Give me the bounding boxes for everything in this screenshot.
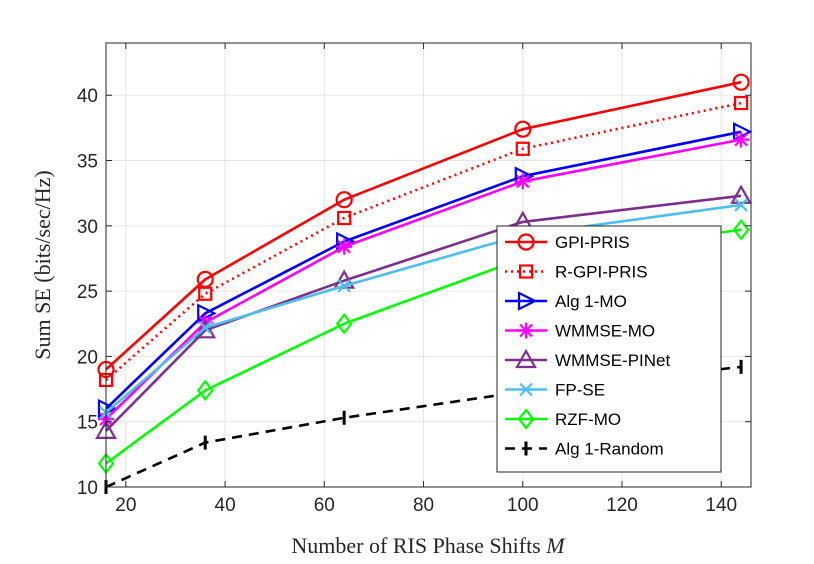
x-tick-label: 80: [413, 495, 434, 516]
legend-item: Alg 1-Random: [505, 440, 664, 459]
legend-marker: [518, 264, 534, 279]
data-point: [337, 210, 352, 226]
legend: GPI-PRIS R-GPI-PRIS Alg 1-MO WMMSE-MO WMMSE-…: [496, 225, 722, 473]
legend-marker: [515, 348, 537, 369]
legend-marker: [518, 322, 534, 339]
series-line: [105, 80, 742, 371]
legend-item: WMMSE-MO: [505, 322, 655, 341]
data-point: [335, 191, 353, 209]
data-point: [733, 131, 750, 148]
series-line: [105, 365, 742, 489]
y-tick-label: 40: [77, 86, 98, 107]
legend-label: Alg 1-MO: [555, 292, 627, 311]
y-tick-label: 10: [77, 478, 98, 499]
legend-label: GPI-PRIS: [555, 233, 630, 252]
data-point: [732, 73, 750, 91]
legend-label: Alg 1-Random: [555, 440, 664, 459]
legend-marker: [519, 382, 533, 397]
legend-box: [496, 225, 722, 473]
data-point: [198, 320, 213, 335]
x-axis-label-text: Number of RIS Phase Shifts: [291, 533, 540, 558]
legend-item: Alg 1-MO: [505, 291, 627, 311]
data-point: [335, 312, 353, 335]
data-point: [733, 95, 749, 111]
legend-label: WMMSE-PINet: [555, 351, 671, 370]
legend-item: RZF-MO: [505, 408, 621, 430]
x-tick-label: 40: [215, 495, 236, 516]
legend-item: R-GPI-PRIS: [505, 263, 648, 282]
legend-marker: [517, 291, 538, 311]
x-axis-label-symbol: M: [545, 533, 566, 558]
data-point: [336, 238, 353, 255]
y-tick-label: 30: [77, 217, 98, 238]
data-point: [730, 184, 752, 204]
x-tick-label: 20: [115, 495, 136, 516]
data-point: [198, 286, 213, 301]
y-tick-label: 15: [77, 413, 98, 434]
y-tick-label: 35: [77, 152, 98, 173]
x-axis-label: Number of RIS Phase Shifts M: [291, 533, 566, 558]
x-tick-label: 60: [314, 495, 335, 516]
legend-item: GPI-PRIS: [505, 233, 630, 252]
legend-item: WMMSE-PINet: [505, 348, 671, 370]
legend-label: FP-SE: [555, 381, 605, 400]
legend-marker: [517, 233, 535, 251]
legend-items: GPI-PRIS R-GPI-PRIS Alg 1-MO WMMSE-MO WMMSE-…: [505, 233, 671, 459]
data-point: [514, 173, 531, 190]
y-axis-label: Sum SE (bits/sec/Hz): [30, 170, 55, 359]
data-point: [514, 120, 532, 138]
legend-label: RZF-MO: [555, 410, 621, 429]
axis-ticks: 20 40 60 80 100 120 140 10 15 20 25 30 35 40: [77, 43, 751, 516]
x-tick-label: 120: [606, 495, 638, 516]
x-tick-label: 140: [705, 495, 737, 516]
legend-label: WMMSE-MO: [555, 322, 655, 341]
data-point: [196, 379, 214, 402]
data-point: [734, 198, 748, 212]
plot-frame: [105, 42, 752, 488]
y-tick-label: 20: [77, 347, 98, 368]
data-point: [337, 279, 351, 293]
legend-item: FP-SE: [505, 381, 605, 400]
series-line: [105, 101, 742, 381]
legend-label: R-GPI-PRIS: [555, 263, 648, 282]
data-point: [732, 218, 750, 241]
data-point: [333, 269, 356, 289]
data-point: [515, 141, 530, 156]
series-line: [105, 194, 742, 432]
x-tick-label: 100: [507, 495, 539, 516]
legend-marker: [517, 408, 535, 430]
y-tick-label: 25: [77, 282, 98, 303]
data-point: [194, 319, 217, 339]
